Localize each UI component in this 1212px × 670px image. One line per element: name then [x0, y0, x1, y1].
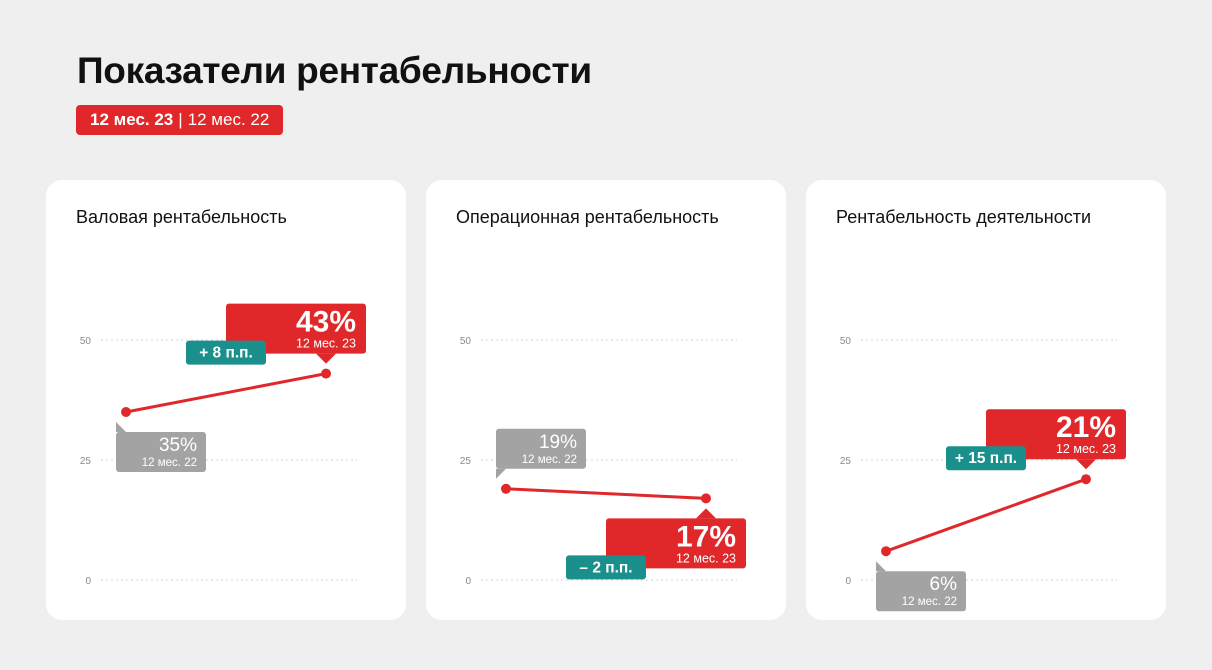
data-point-current — [1081, 474, 1091, 485]
series-line — [504, 487, 708, 500]
value-label-previous: 19% — [539, 432, 577, 453]
value-label-previous: 35% — [159, 435, 197, 456]
y-tick-label: 25 — [80, 456, 92, 467]
value-label-current: 17% — [676, 520, 736, 553]
chart-card-gross: Валовая рентабельность 0 25 50 35% 12 мес. 2… — [46, 180, 406, 620]
y-tick-label: 50 — [80, 336, 92, 347]
period-current: 12 мес. 23 — [90, 110, 174, 129]
data-point-current — [701, 493, 711, 504]
callout-pointer — [116, 422, 126, 432]
period-label-current: 12 мес. 23 — [1056, 442, 1116, 456]
y-tick-label: 25 — [460, 456, 472, 467]
period-previous: 12 мес. 22 — [187, 110, 270, 129]
delta-badge — [946, 446, 1026, 471]
callout-pointer — [496, 468, 506, 479]
period-label-previous: 12 мес. 22 — [902, 596, 957, 608]
page-title: Показатели рентабельности — [77, 50, 592, 91]
series-line — [884, 477, 1088, 553]
callout-previous — [876, 571, 966, 612]
chart-gross-margin: 0 25 50 35%12 мес. 22 43%12 мес. 23 + 8 п.п. — [80, 303, 366, 587]
data-point-previous — [121, 407, 131, 417]
chart-card-activity: Рентабельность деятельности 0 25 50 6% 12 ме… — [806, 180, 1166, 620]
y-tick-label: 50 — [840, 336, 852, 347]
y-tick-label: 50 — [460, 336, 472, 347]
chart-activity-margin: 0 25 50 6%12 мес. 22 21%12 мес. 23 + 15 п.п. — [840, 336, 1126, 612]
period-label-current: 12 мес. 23 — [296, 337, 356, 351]
callout-previous — [496, 428, 586, 469]
value-label-current: 21% — [1056, 411, 1116, 444]
y-tick-label: 0 — [465, 576, 471, 587]
delta-badge — [186, 340, 266, 365]
delta-badge — [566, 555, 646, 580]
period-badge: 12 мес. 23 | 12 мес. 22 — [76, 105, 284, 135]
period-separator: | — [178, 110, 183, 129]
callout-pointer — [1076, 459, 1096, 470]
period-label-previous: 12 мес. 22 — [522, 454, 577, 466]
series-line — [124, 372, 328, 414]
y-tick-label: 25 — [840, 456, 852, 467]
data-point-previous — [881, 546, 891, 557]
callout-pointer — [876, 561, 886, 572]
y-tick-label: 0 — [845, 576, 851, 587]
chart-card-operating: Операционная рентабельность 0 25 50 19% 12 м… — [426, 180, 786, 620]
delta-label: + 8 п.п. — [199, 345, 253, 362]
chart-title: Рентабельность деятельности — [836, 207, 1092, 227]
period-label-current: 12 мес. 23 — [676, 551, 736, 565]
chart-operating-margin: 0 25 50 19%12 мес. 22 17%12 мес. 23 – 2 п.п. — [460, 336, 746, 587]
chart-title: Операционная рентабельность — [456, 207, 719, 227]
period-label-previous: 12 мес. 22 — [142, 457, 197, 469]
delta-label: + 15 п.п. — [955, 450, 1017, 467]
callout-pointer — [696, 508, 716, 519]
value-label-current: 43% — [296, 306, 356, 339]
callout-pointer — [316, 353, 336, 364]
delta-label: – 2 п.п. — [579, 559, 632, 576]
chart-title: Валовая рентабельность — [76, 207, 287, 227]
data-point-current — [321, 368, 331, 379]
y-tick-label: 0 — [85, 576, 91, 587]
data-point-previous — [501, 483, 511, 494]
callout-previous — [116, 432, 206, 472]
value-label-previous: 6% — [930, 574, 958, 595]
